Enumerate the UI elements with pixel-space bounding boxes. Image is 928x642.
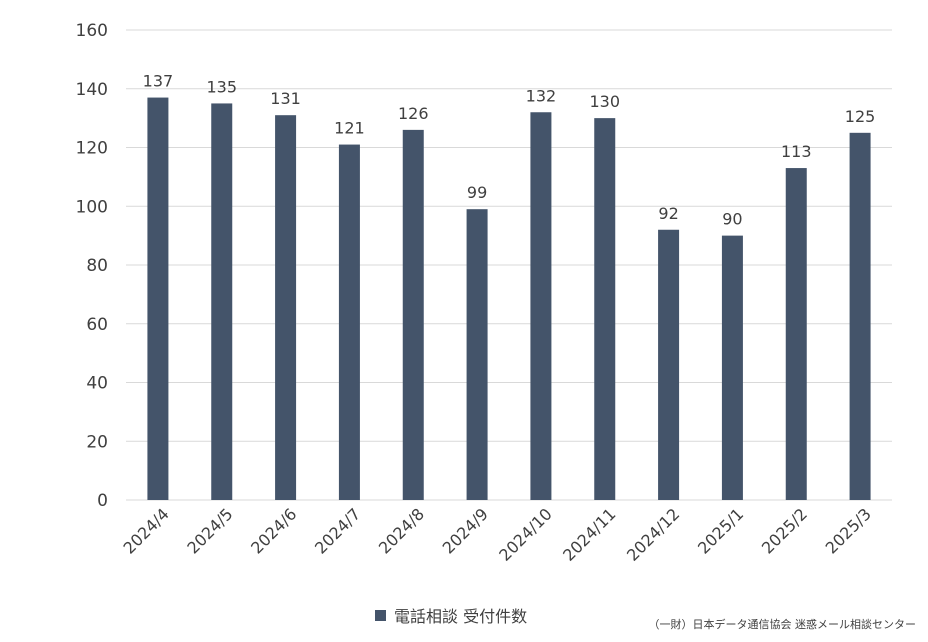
bars [147, 97, 871, 500]
y-tick-label: 120 [76, 139, 108, 159]
y-tick-label: 100 [76, 197, 108, 217]
data-label: 132 [526, 86, 557, 105]
y-tick-label: 60 [86, 315, 108, 335]
bar [530, 112, 552, 500]
bar [658, 229, 680, 500]
x-tick-label: 2024/4 [120, 504, 173, 557]
x-tick-label: 2024/12 [623, 504, 683, 564]
bar [147, 97, 169, 500]
y-axis: 0 20 40 60 80 100 120 140 160 [76, 21, 108, 511]
data-label: 113 [781, 142, 812, 161]
y-tick-label: 0 [97, 491, 108, 511]
x-tick-label: 2024/6 [247, 504, 300, 557]
x-tick-label: 2024/7 [311, 504, 364, 557]
data-label: 126 [398, 104, 429, 123]
x-tick-label: 2024/11 [559, 504, 619, 564]
y-tick-label: 40 [86, 374, 108, 394]
data-label: 137 [143, 72, 174, 91]
bar [594, 118, 616, 500]
bar [402, 129, 424, 500]
data-label: 90 [722, 210, 742, 229]
y-tick-label: 20 [86, 432, 108, 452]
x-tick-label: 2025/2 [758, 504, 811, 557]
data-label: 131 [270, 89, 301, 108]
y-tick-label: 80 [86, 256, 108, 276]
x-tick-label: 2024/5 [183, 504, 236, 557]
y-tick-label: 140 [76, 80, 108, 100]
source-note: （一財）日本データ通信協会 迷惑メール相談センター [648, 618, 917, 631]
data-labels: 137 135 131 121 126 99 132 130 92 90 113 125 [143, 72, 876, 229]
data-label: 99 [467, 183, 487, 202]
x-tick-label: 2025/1 [694, 504, 747, 557]
x-tick-label: 2025/3 [822, 504, 875, 557]
data-label: 130 [589, 92, 620, 111]
bar [466, 209, 488, 500]
data-label: 125 [845, 107, 876, 126]
gridlines [126, 29, 892, 501]
y-tick-label: 160 [76, 21, 108, 41]
legend-label: 電話相談 受付件数 [394, 607, 528, 626]
bar [785, 168, 807, 500]
data-label: 121 [334, 119, 365, 138]
data-label: 92 [658, 204, 678, 223]
bar [338, 144, 360, 500]
legend-swatch [375, 609, 386, 621]
x-tick-label: 2024/10 [495, 504, 555, 564]
bar [275, 115, 297, 500]
bar [849, 132, 871, 500]
data-label: 135 [206, 77, 237, 96]
x-axis: 2024/4 2024/5 2024/6 2024/7 2024/8 2024/9 2024… [120, 504, 875, 564]
legend: 電話相談 受付件数 [375, 603, 527, 627]
x-tick-label: 2024/8 [375, 504, 428, 557]
x-tick-label: 2024/9 [439, 504, 492, 557]
bar [721, 235, 743, 500]
bar [211, 103, 233, 500]
